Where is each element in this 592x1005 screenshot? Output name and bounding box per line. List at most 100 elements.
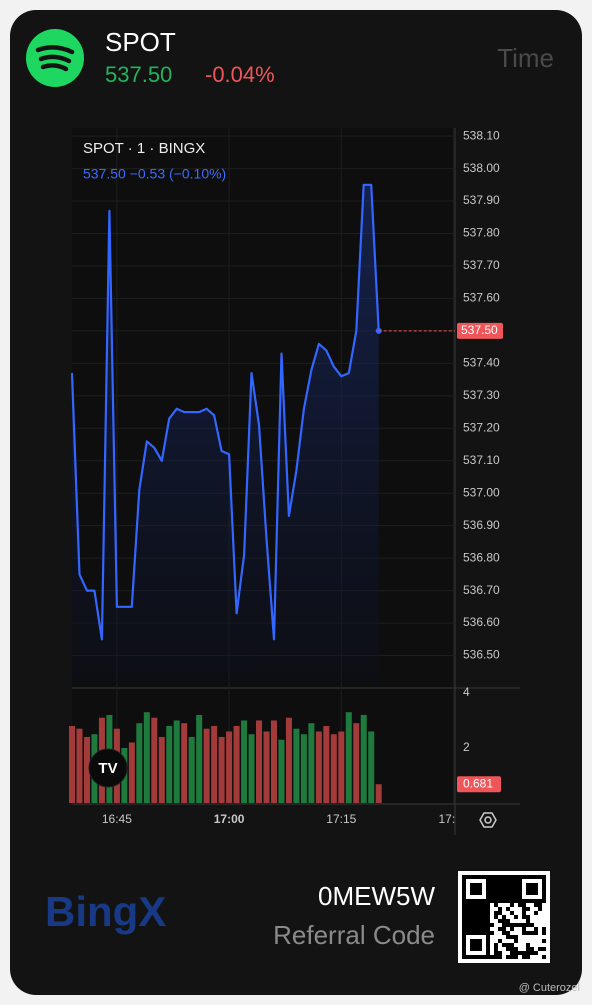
qr-module xyxy=(486,955,490,959)
qr-module xyxy=(514,883,518,887)
qr-module xyxy=(534,911,538,915)
qr-module xyxy=(542,883,546,887)
y-tick-label: 536.80 xyxy=(463,550,500,564)
qr-module xyxy=(490,923,494,927)
tradingview-logo xyxy=(88,748,128,788)
settings-icon-dot xyxy=(484,816,492,824)
qr-module xyxy=(482,919,486,923)
qr-module xyxy=(462,919,466,923)
qr-module xyxy=(482,927,486,931)
qr-module xyxy=(462,915,466,919)
qr-module xyxy=(490,887,494,891)
qr-module xyxy=(474,915,478,919)
qr-module xyxy=(478,939,482,943)
qr-module xyxy=(498,899,502,903)
qr-module xyxy=(510,923,514,927)
qr-module xyxy=(486,883,490,887)
volume-bar xyxy=(69,725,75,803)
qr-module xyxy=(506,947,510,951)
qr-module xyxy=(518,951,522,955)
qr-module xyxy=(526,899,530,903)
qr-module xyxy=(470,891,474,895)
qr-module xyxy=(494,887,498,891)
qr-module xyxy=(486,931,490,935)
qr-module xyxy=(482,875,486,879)
y-tick-label: 537.40 xyxy=(463,356,500,370)
qr-module xyxy=(470,903,474,907)
qr-module xyxy=(518,887,522,891)
qr-module xyxy=(522,903,526,907)
qr-module xyxy=(494,951,498,955)
qr-module xyxy=(462,907,466,911)
qr-module xyxy=(478,887,482,891)
qr-module xyxy=(478,875,482,879)
qr-module xyxy=(486,923,490,927)
qr-module xyxy=(502,927,506,931)
qr-module xyxy=(526,923,530,927)
volume-bar xyxy=(285,717,292,803)
qr-module xyxy=(534,899,538,903)
qr-module xyxy=(474,931,478,935)
qr-module xyxy=(510,895,514,899)
qr-module xyxy=(518,879,522,883)
qr-module xyxy=(514,887,518,891)
brand-logo: BingX xyxy=(45,888,166,935)
qr-module xyxy=(506,891,510,895)
qr-module xyxy=(478,911,482,915)
qr-module xyxy=(474,891,478,895)
qr-module xyxy=(486,903,490,907)
settings-icon[interactable] xyxy=(479,812,497,828)
qr-module xyxy=(466,955,470,959)
qr-module xyxy=(474,903,478,907)
qr-module xyxy=(530,923,534,927)
y-tick-label: 537.90 xyxy=(463,193,500,207)
volume-bar xyxy=(293,728,300,803)
qr-module xyxy=(510,887,514,891)
qr-module xyxy=(506,931,510,935)
qr-module xyxy=(486,899,490,903)
volume-bar xyxy=(353,723,360,803)
qr-module xyxy=(534,927,538,931)
qr-module xyxy=(466,919,470,923)
qr-module xyxy=(510,955,514,959)
qr-module xyxy=(462,951,466,955)
qr-module xyxy=(462,931,466,935)
qr-module xyxy=(462,883,466,887)
change: -0.04% xyxy=(205,62,275,87)
y-tick-label: 537.70 xyxy=(463,258,500,272)
qr-module xyxy=(498,911,502,915)
referral-code: 0MEW5W xyxy=(318,881,435,911)
qr-module xyxy=(486,891,490,895)
x-tick-label: 17:15 xyxy=(326,812,356,826)
qr-module xyxy=(538,899,542,903)
qr-module xyxy=(534,883,538,887)
qr-module xyxy=(474,943,478,947)
qr-module xyxy=(486,879,490,883)
qr-module xyxy=(502,919,506,923)
qr-module xyxy=(526,887,530,891)
volume-bar xyxy=(315,731,322,803)
volume-bar xyxy=(166,725,173,803)
qr-module xyxy=(530,931,534,935)
qr-module xyxy=(502,943,506,947)
qr-module xyxy=(526,883,530,887)
qr-module xyxy=(470,875,474,879)
qr-module xyxy=(514,891,518,895)
qr-module xyxy=(510,927,514,931)
qr-module xyxy=(470,907,474,911)
qr-module xyxy=(506,955,510,959)
y-tick-label: 537.80 xyxy=(463,226,500,240)
qr-module xyxy=(534,891,538,895)
qr-module xyxy=(534,887,538,891)
qr-module xyxy=(462,903,466,907)
volume-bar xyxy=(143,712,150,803)
qr-module xyxy=(538,903,542,907)
qr-module xyxy=(482,923,486,927)
volume-bar xyxy=(226,731,233,803)
legend-title: SPOT · 1 · BINGX xyxy=(83,140,205,157)
qr-module xyxy=(510,883,514,887)
qr-module xyxy=(506,895,510,899)
qr-module xyxy=(466,927,470,931)
qr-module xyxy=(518,875,522,879)
qr-module xyxy=(490,875,494,879)
